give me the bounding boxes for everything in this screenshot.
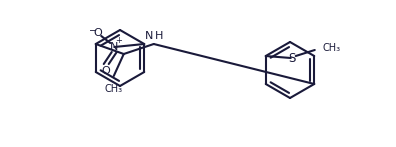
Text: N: N	[145, 31, 153, 41]
Text: O: O	[102, 66, 110, 76]
Text: O: O	[94, 28, 103, 38]
Text: −: −	[89, 26, 97, 36]
Text: H: H	[155, 31, 163, 41]
Text: +: +	[115, 36, 122, 46]
Text: CH₃: CH₃	[105, 84, 123, 94]
Text: N: N	[110, 42, 118, 52]
Text: S: S	[288, 52, 295, 66]
Text: CH₃: CH₃	[323, 43, 341, 53]
